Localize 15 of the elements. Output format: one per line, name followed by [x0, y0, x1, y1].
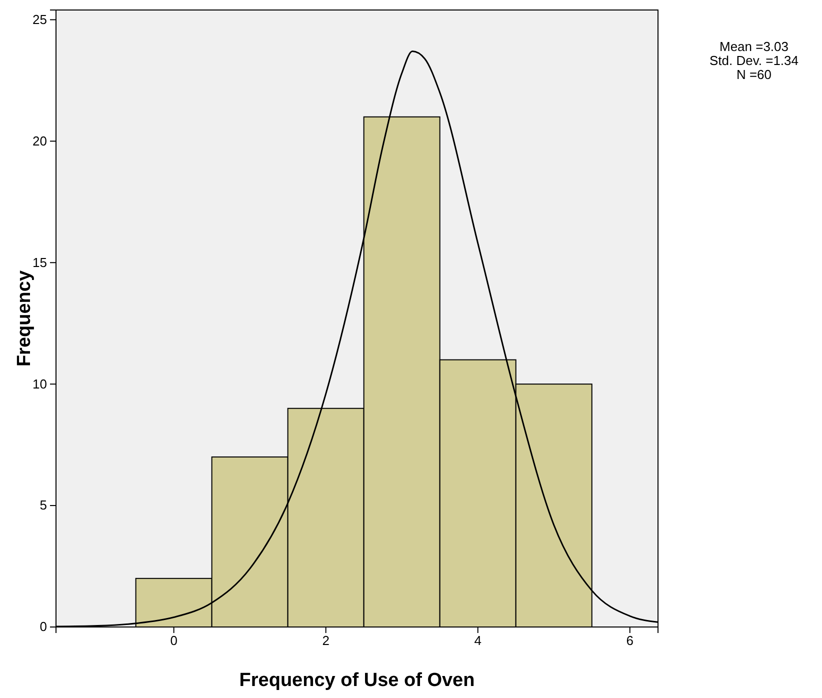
- text: Mean =3.03: [719, 39, 789, 54]
- y-tick-label: 10: [32, 376, 47, 392]
- y-tick-label: 0: [40, 619, 47, 634]
- y-tick-label: 5: [40, 498, 47, 513]
- y-tick-label: 25: [32, 12, 47, 27]
- x-tick-label: 6: [626, 633, 634, 648]
- text: N =60: [736, 67, 772, 82]
- x-tick-label: 0: [170, 633, 178, 648]
- y-tick-label: 15: [32, 254, 47, 270]
- text: Std. Dev. =1.34: [709, 53, 799, 68]
- x-axis-title: Frequency of Use of Oven: [239, 670, 475, 691]
- x-tick-label: 2: [322, 633, 330, 648]
- y-tick-label: 20: [32, 133, 47, 148]
- y-axis-title: Frequency: [14, 270, 35, 367]
- x-tick-label: 4: [474, 633, 482, 648]
